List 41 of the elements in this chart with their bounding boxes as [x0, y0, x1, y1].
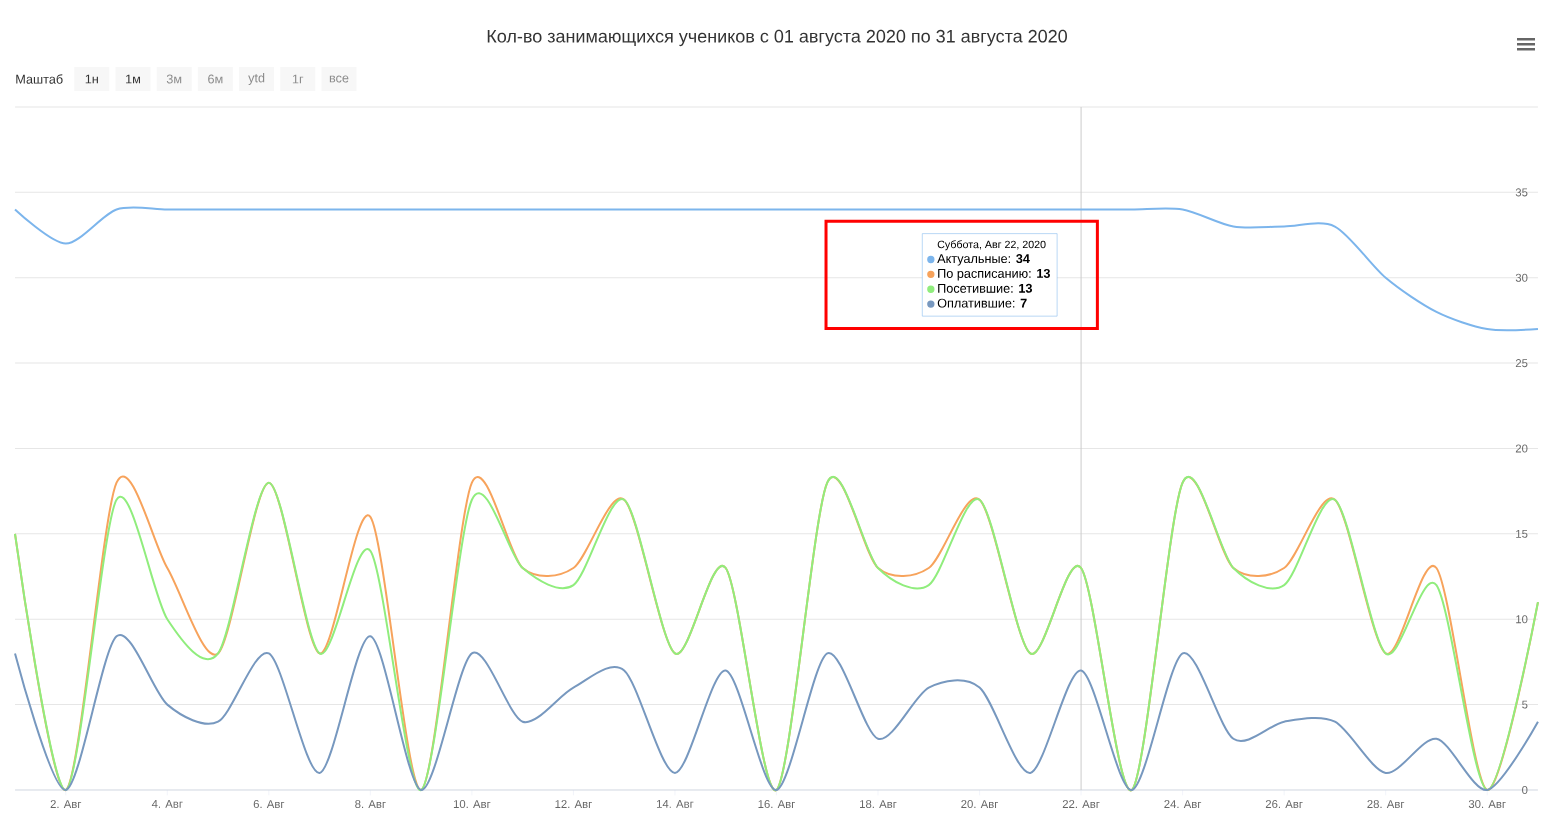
x-tick-label: 8. Авг	[355, 800, 386, 809]
text: 1н	[85, 74, 98, 84]
x-tick-label: 24. Авг	[1164, 800, 1202, 808]
text: ytd	[248, 73, 265, 85]
legend-label: По расписанию	[938, 269, 1028, 281]
annotation: : 34	[1008, 254, 1030, 264]
text: 3м	[166, 74, 182, 84]
x-tick-label: 16. Авг	[758, 800, 795, 809]
x-tick-label: 6. Авг	[253, 800, 285, 809]
legend-label: Посетившие	[938, 283, 1010, 293]
x-tick-label: 14. Авг	[656, 800, 694, 808]
annotation: : 13	[1029, 268, 1050, 278]
x-tick-label: 20. Авг	[961, 800, 999, 809]
x-tick-label: 10. Авг	[453, 800, 491, 809]
y-tick-label: 15	[1516, 529, 1528, 538]
text: 6м	[208, 74, 223, 84]
x-tick-label: 28. Авг	[1367, 800, 1405, 809]
y-tick-label: 30	[1515, 273, 1528, 282]
y-tick-label: 0	[1522, 786, 1528, 794]
y-tick-label: 5	[1522, 700, 1528, 709]
text: 1м	[126, 74, 140, 84]
legend-title: Суббота, Авг 22, 2020	[937, 240, 1046, 251]
x-tick-label: 4. Авг	[151, 800, 183, 808]
x-tick-label: 12. Авг	[555, 800, 592, 808]
legend-label: Актуальные	[937, 254, 1008, 266]
text: Маштаб	[16, 74, 63, 84]
legend-label: Оплатившие	[937, 298, 1012, 308]
text: 1г	[292, 74, 304, 84]
annotation: : 13	[1011, 283, 1033, 293]
y-tick-label: 10	[1516, 615, 1528, 624]
x-tick-label: 26. Авг	[1265, 800, 1303, 809]
x-tick-label: 2. Авг	[50, 800, 82, 808]
annotation: : 7	[1013, 298, 1027, 308]
chart-title: Кол-во занимающихся учеников с 01 августа 2020 по 31 августа 2020	[487, 29, 1067, 47]
y-tick-label: 20	[1515, 444, 1528, 453]
x-tick-label: 30. Авг	[1468, 800, 1506, 809]
y-tick-label: 25	[1515, 359, 1528, 368]
x-tick-label: 18. Авг	[860, 800, 897, 809]
x-tick-label: 22. Авг	[1062, 800, 1100, 808]
text: все	[329, 75, 349, 83]
y-tick-label: 35	[1515, 188, 1528, 197]
